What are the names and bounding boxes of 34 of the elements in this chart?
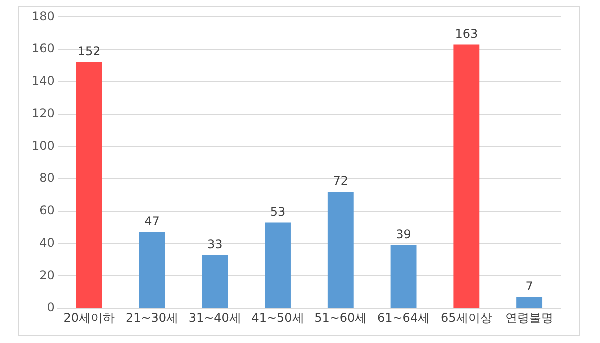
bar [390,245,417,308]
y-tick-label: 40 [40,236,55,250]
data-label: 163 [455,26,478,41]
y-tick-label: 60 [40,204,55,218]
bar [265,222,291,308]
x-tick-label: 21~30세 [126,310,179,325]
bar [139,232,166,308]
data-label: 39 [396,228,412,242]
data-label: 7 [526,279,534,294]
y-tick-label: 160 [32,42,55,56]
y-tick-label: 100 [32,138,55,153]
y-tick-label: 180 [32,9,55,24]
x-tick-label: 61~64세 [377,310,430,325]
x-tick-label: 51~60세 [314,310,368,325]
y-tick-label: 0 [47,300,55,315]
bar [454,44,480,308]
x-tick-label: 연령불명 [506,310,554,325]
y-tick-label: 140 [32,74,55,88]
y-tick-label: 20 [40,268,55,282]
data-label: 53 [270,204,286,219]
data-label: 72 [333,174,349,188]
bar [76,62,102,308]
y-tick-label: 80 [40,171,55,186]
bar [328,192,354,308]
y-tick-label: 120 [32,106,55,120]
bar [202,255,228,308]
data-label: 152 [78,44,101,59]
data-label: 47 [144,214,160,229]
data-label: 33 [207,237,223,252]
x-tick-label: 31~40세 [188,310,242,325]
bar [516,297,543,308]
x-tick-label: 65세이상 [441,310,492,325]
x-tick-label: 20세이하 [64,310,115,325]
x-tick-label: 41~50세 [252,310,304,325]
